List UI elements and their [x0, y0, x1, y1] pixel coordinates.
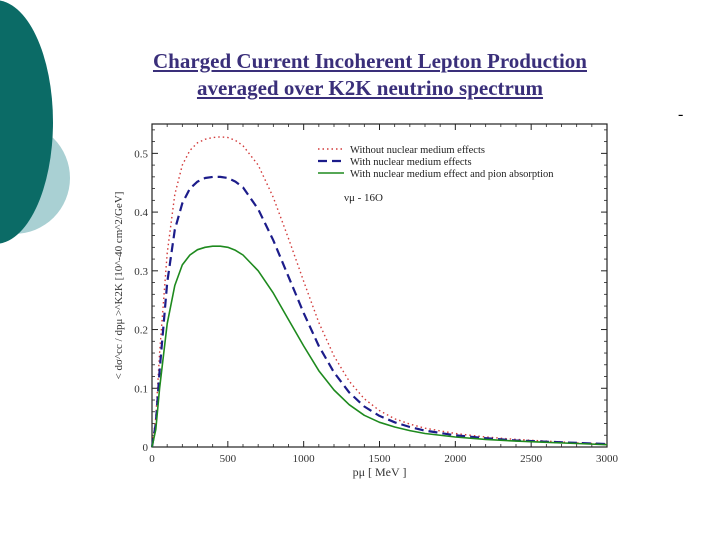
x-tick-label: 500 — [220, 453, 237, 465]
slide-title: Charged Current Incoherent Lepton Produc… — [100, 48, 640, 102]
x-tick-label: 2500 — [520, 453, 543, 465]
legend-label-3: With nuclear medium effect and pion abso… — [350, 169, 554, 180]
y-tick-label: 0.3 — [134, 266, 148, 278]
x-tick-label: 3000 — [596, 453, 619, 465]
x-tick-label: 0 — [149, 453, 155, 465]
slide-decoration — [0, 0, 70, 244]
x-tick-label: 1500 — [369, 453, 392, 465]
x-axis-label: pμ [ MeV ] — [353, 465, 407, 479]
y-tick-label: 0.4 — [134, 207, 148, 219]
corner-mark: - — [678, 106, 684, 123]
legend-label-1: Without nuclear medium effects — [350, 145, 485, 156]
x-tick-label: 1000 — [293, 453, 316, 465]
y-tick-label: 0.1 — [134, 383, 148, 395]
series-line-1 — [151, 136, 608, 448]
y-axis-label: < dσ^cc / dpμ >^K2K [10^-40 cm^2/GeV] — [113, 192, 125, 380]
slide-title-line-2: averaged over K2K neutrino spectrum — [196, 76, 544, 100]
series-line-3 — [151, 245, 608, 448]
y-tick-label: 0.2 — [134, 325, 148, 337]
y-tick-label: 0 — [143, 442, 149, 454]
legend-label-2: With nuclear medium effects — [350, 157, 472, 168]
series-line-2 — [150, 175, 608, 448]
y-tick-label: 0.5 — [134, 148, 148, 160]
dark-teal-circle — [0, 0, 53, 244]
slide-title-line-1: Charged Current Incoherent Lepton Produc… — [152, 49, 587, 73]
annotation-label: νμ - 16O — [344, 192, 383, 204]
x-tick-label: 2000 — [444, 453, 467, 465]
